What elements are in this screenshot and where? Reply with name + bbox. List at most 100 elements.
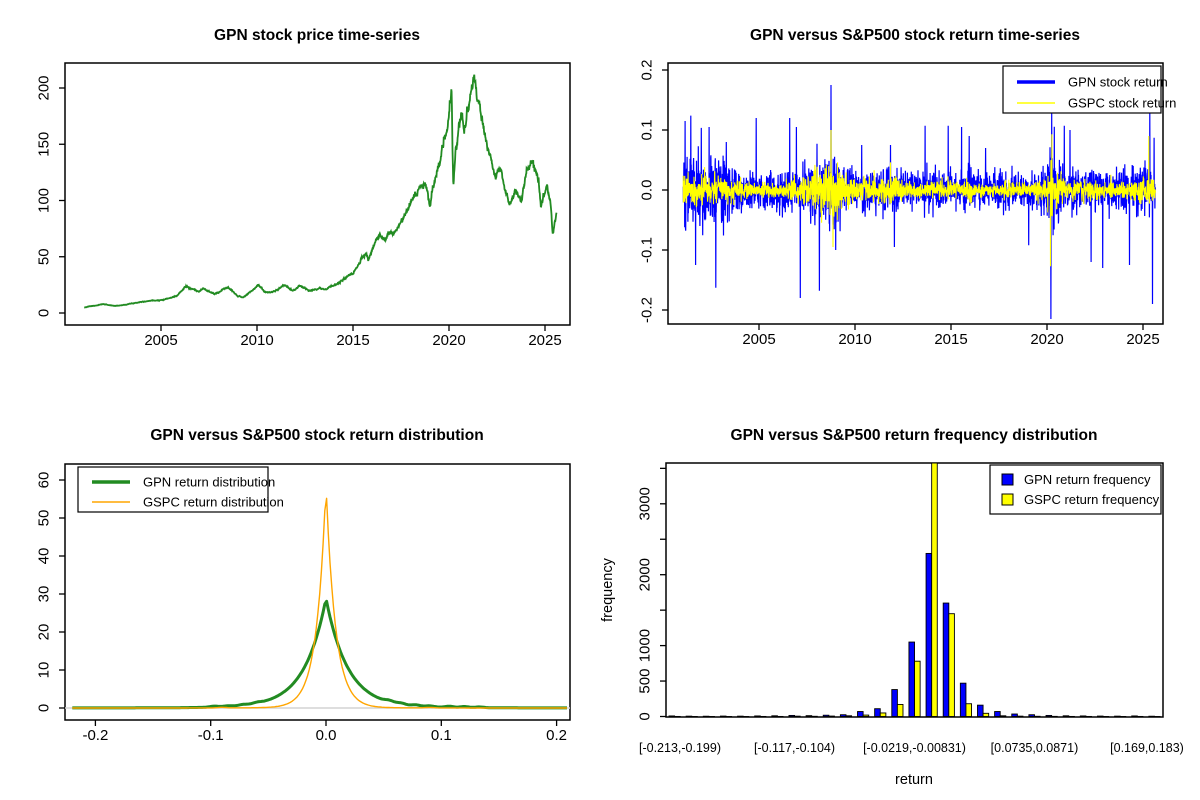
x-tick-label: 2010	[240, 332, 273, 349]
x-tick-label: 0.0	[316, 727, 337, 744]
gpn-frequency-bar	[1062, 715, 1070, 717]
gpn-frequency-bar	[1045, 714, 1053, 717]
bin-label: [-0.0219,-0.00831)	[863, 741, 966, 755]
gpn-frequency-bar	[891, 689, 898, 717]
frequency-chart-title: GPN versus S&P500 return frequency distr…	[731, 427, 1098, 444]
gspc-density-line	[72, 497, 567, 709]
y-tick-label: 1000	[637, 629, 654, 662]
gspc-frequency-bar	[845, 715, 853, 717]
y-tick-label: -0.1	[639, 237, 656, 263]
gspc-return-legend-label: GSPC stock return	[1068, 96, 1176, 111]
gpn-frequency-bar	[977, 704, 984, 717]
y-tick-label: 40	[36, 548, 53, 565]
gpn-frequency-bar	[805, 715, 813, 717]
gspc-return-line	[682, 129, 1157, 267]
gpn-density-legend-label: GPN return distribution	[143, 475, 275, 490]
y-tick-label: 20	[36, 624, 53, 641]
gpn-frequency-legend-label: GPN return frequency	[1024, 472, 1151, 487]
y-tick-label: 500	[637, 669, 654, 694]
price-plot-area: 2005 2010 2015 2020 2025 0 50 100 150 200	[36, 62, 571, 349]
bin-label: [-0.213,-0.199)	[639, 741, 721, 755]
legend-box	[1002, 65, 1162, 114]
y-tick-label: 50	[36, 510, 53, 527]
y-tick-label: 2000	[637, 558, 654, 591]
gpn-frequency-bar	[942, 602, 950, 717]
plot-frame	[64, 463, 571, 721]
frequency-legend: GPN return frequency GSPC return frequen…	[989, 464, 1162, 515]
returns-chart-title: GPN versus S&P500 stock return time-seri…	[750, 27, 1080, 44]
gspc-frequency-bar	[931, 462, 938, 717]
gpn-frequency-bar	[908, 641, 915, 717]
gspc-frequency-bar	[999, 715, 1007, 717]
y-tick-label: 0.0	[639, 180, 656, 201]
plot-frame	[667, 62, 1164, 325]
x-tick-label: 0.2	[546, 727, 567, 744]
x-tick-label: 2015	[336, 332, 369, 349]
gpn-frequency-bar	[1131, 715, 1138, 717]
returns-plot-area: 2005 2010 2015 2020 2025 -0.2 -0.1 0.0 0.1 0.2	[639, 60, 1164, 348]
gspc-frequency-bar	[948, 613, 955, 717]
bin-label: [-0.117,-0.104)	[754, 741, 835, 755]
y-tick-label: 200	[36, 75, 53, 100]
price-chart-panel: GPN stock price time-series 2005 2010 2015…	[36, 27, 571, 349]
gspc-frequency-legend-label: GSPC return frequency	[1024, 492, 1160, 507]
y-tick-label: 150	[36, 132, 53, 157]
x-tick-label: 0.1	[431, 727, 452, 744]
x-tick-label: 2025	[1126, 331, 1159, 348]
bin-label: [0.169,0.183)	[1110, 741, 1184, 755]
gpn-return-legend-label: GPN stock return	[1068, 75, 1168, 90]
legend-box	[989, 464, 1162, 515]
gpn-frequency-legend-swatch	[1001, 473, 1014, 486]
returns-chart-panel: GPN versus S&P500 stock return time-seri…	[639, 27, 1177, 348]
frequency-plot-area: 0 500 1000 2000 3000 [-0.213,-0.199) [-0.117,-…	[637, 462, 1184, 755]
x-tick-label: -0.1	[198, 727, 224, 744]
gpn-frequency-bar	[822, 714, 830, 717]
price-chart-title: GPN stock price time-series	[214, 27, 420, 44]
gpn-frequency-bar	[874, 708, 881, 717]
frequency-y-axis-label: frequency	[600, 557, 616, 621]
gspc-frequency-bar	[862, 714, 870, 717]
y-tick-label: 0.2	[639, 60, 656, 81]
density-chart-title: GPN versus S&P500 stock return distribut…	[150, 427, 483, 444]
gspc-frequency-bar	[896, 703, 904, 717]
x-tick-label: 2020	[432, 332, 465, 349]
y-tick-label: 60	[36, 472, 53, 489]
gpn-frequency-bar	[1028, 714, 1035, 717]
y-tick-label: 100	[36, 188, 53, 213]
plot-frame	[665, 462, 1164, 718]
gspc-frequency-bar	[965, 703, 972, 717]
x-tick-label: 2025	[528, 332, 561, 349]
x-tick-label: 2005	[144, 332, 177, 349]
returns-legend: GPN stock return GSPC stock return	[1002, 65, 1176, 114]
x-tick-label: 2010	[838, 331, 871, 348]
y-tick-label: 50	[36, 248, 53, 265]
y-tick-label: 0.1	[639, 120, 656, 141]
frequency-x-axis-label: return	[895, 772, 933, 788]
gspc-frequency-bar	[879, 712, 887, 717]
frequency-chart-panel: GPN versus S&P500 return frequency distr…	[600, 427, 1184, 788]
y-tick-label: 10	[36, 662, 53, 679]
plot-frame	[64, 62, 571, 326]
gpn-frequency-bar	[959, 682, 967, 717]
gpn-density-line	[72, 599, 567, 710]
gpn-frequency-bar	[754, 715, 761, 717]
density-chart-panel: GPN versus S&P500 stock return distribut…	[36, 427, 571, 744]
gspc-frequency-bar	[982, 712, 990, 717]
gpn-frequency-bar	[994, 711, 1001, 717]
x-tick-label: 2005	[742, 331, 775, 348]
gpn-frequency-bar	[1079, 715, 1087, 717]
gspc-density-legend-label: GSPC return distribution	[143, 495, 284, 510]
y-tick-label: 0	[36, 704, 53, 712]
gpn-frequency-bar	[839, 714, 847, 717]
y-tick-label: -0.2	[639, 297, 656, 323]
density-plot-area: -0.2 -0.1 0.0 0.1 0.2 0 10 20 30 40 50 60	[36, 463, 571, 744]
gpn-frequency-bar	[1011, 713, 1018, 717]
bin-label: [0.0735,0.0871)	[991, 741, 1079, 755]
gpn-frequency-bar	[771, 715, 778, 717]
gpn-price-line	[84, 74, 558, 309]
gpn-return-line	[682, 84, 1157, 320]
gspc-frequency-bar	[914, 660, 921, 717]
gspc-frequency-legend-swatch	[1001, 493, 1014, 506]
y-tick-label: 0	[637, 712, 654, 720]
